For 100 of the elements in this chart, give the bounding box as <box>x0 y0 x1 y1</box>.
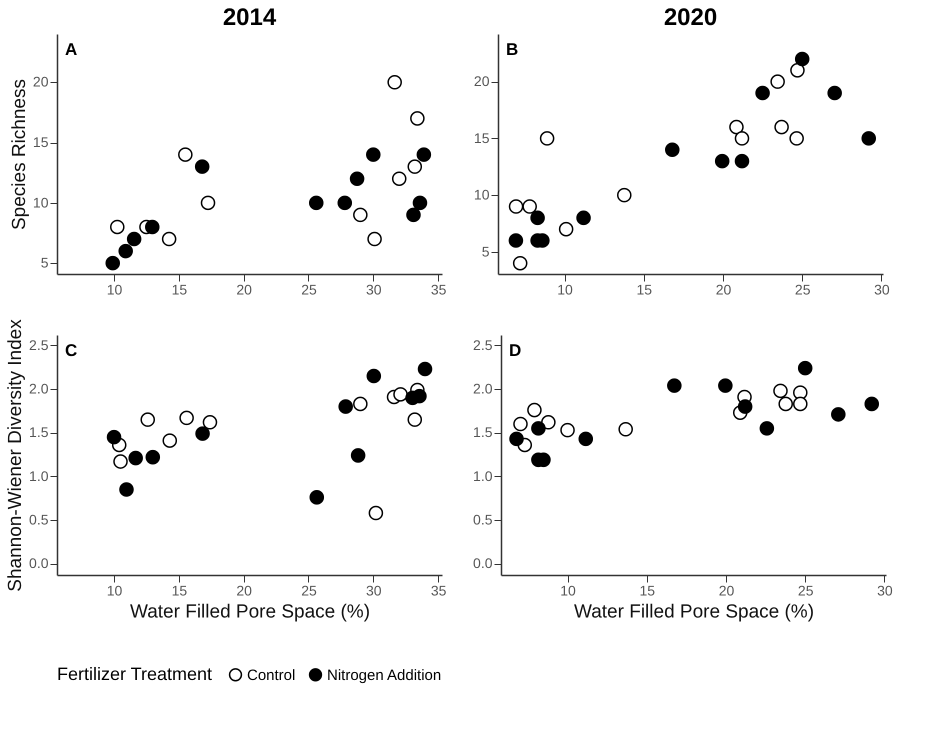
x-tick-label: 10 <box>557 282 574 298</box>
point <box>387 74 402 90</box>
x-tick-label: 20 <box>236 582 252 598</box>
x-tick-label: 25 <box>301 282 317 298</box>
legend-label: Control <box>247 666 296 684</box>
legend-label: Nitrogen Addition <box>327 666 442 684</box>
point <box>110 220 125 234</box>
y-tick-label: 2.0 <box>29 380 49 397</box>
y-tick-label: 0.0 <box>29 555 49 572</box>
point <box>734 131 750 146</box>
point <box>617 188 632 202</box>
x-tick-label: 10 <box>106 282 123 298</box>
point <box>408 412 422 427</box>
point <box>105 256 120 270</box>
x-tick-label: 15 <box>172 282 188 298</box>
y-tick-label: 15 <box>474 130 490 146</box>
point <box>618 422 633 437</box>
y-axis-title: Species Richness <box>8 78 30 230</box>
point <box>665 142 680 157</box>
point <box>793 396 808 412</box>
x-tick-label: 20 <box>718 582 734 598</box>
point <box>113 454 128 469</box>
point <box>558 222 574 236</box>
point <box>353 396 368 412</box>
x-tick-label: 15 <box>636 282 652 298</box>
point <box>350 171 364 186</box>
y-tick-label: 1.0 <box>473 468 493 484</box>
point <box>530 210 545 226</box>
y-tick-label: 20 <box>474 73 490 90</box>
point <box>418 362 432 376</box>
point <box>178 147 193 162</box>
y-tick-label: 0.5 <box>473 512 493 528</box>
point <box>531 421 546 436</box>
point <box>310 490 324 505</box>
point <box>667 378 682 393</box>
point <box>522 199 537 214</box>
point <box>790 63 805 78</box>
point <box>576 210 591 226</box>
point <box>200 196 216 210</box>
point <box>162 232 176 246</box>
point <box>774 120 789 134</box>
x-tick-label: 30 <box>366 582 382 598</box>
point <box>508 233 524 248</box>
point <box>338 196 352 210</box>
point <box>146 450 160 464</box>
point <box>126 232 142 246</box>
point <box>308 196 324 210</box>
point <box>366 368 382 384</box>
x-tick-label: 20 <box>236 282 252 298</box>
x-tick-label: 30 <box>874 282 890 298</box>
point <box>578 432 594 446</box>
x-tick-label: 25 <box>798 582 814 598</box>
point <box>412 196 428 210</box>
x-tick-label: 20 <box>716 282 732 298</box>
y-tick-label: 5 <box>482 243 490 260</box>
point <box>406 208 421 222</box>
point <box>560 422 575 438</box>
point <box>179 410 194 426</box>
point <box>118 244 133 258</box>
y-tick-label: 10 <box>32 194 49 210</box>
x-tick-label: 30 <box>877 582 893 598</box>
y-tick-label: 2.5 <box>473 336 493 353</box>
point <box>508 199 524 214</box>
y-tick-label: 1.5 <box>473 424 493 440</box>
point <box>794 52 810 66</box>
y-tick-label: 5 <box>40 254 49 271</box>
point <box>527 402 542 418</box>
chart-title: 2020 <box>664 4 718 31</box>
annotation: C <box>65 341 78 360</box>
point <box>827 86 842 100</box>
point <box>366 147 381 162</box>
x-tick-label: 35 <box>430 582 447 598</box>
chart-title: 2014 <box>222 4 277 31</box>
point <box>393 387 408 402</box>
point <box>864 396 880 412</box>
point <box>541 415 556 430</box>
point <box>729 120 744 134</box>
annotation: B <box>506 40 518 59</box>
point <box>861 131 876 146</box>
y-tick-label: 20 <box>32 74 49 90</box>
y-tick-label: 2.5 <box>29 336 49 353</box>
point <box>540 131 554 146</box>
y-tick-label: 1.5 <box>29 424 49 440</box>
point <box>140 412 156 427</box>
x-tick-label: 10 <box>106 582 123 598</box>
point <box>367 232 382 246</box>
point <box>773 384 788 398</box>
x-tick-label: 15 <box>639 582 656 598</box>
y-tick-label: 15 <box>32 134 49 150</box>
point <box>770 74 785 89</box>
x-axis-title: Water Filled Pore Space (%) <box>574 602 814 622</box>
point <box>734 154 750 168</box>
y-tick-label: 10 <box>474 186 490 203</box>
x-tick-label: 25 <box>794 282 811 298</box>
x-tick-label: 10 <box>560 582 576 598</box>
x-axis-title: Water Filled Pore Space (%) <box>130 602 370 622</box>
point <box>513 416 528 432</box>
point <box>412 388 427 404</box>
legend-title: Fertilizer Treatment <box>57 664 212 684</box>
point <box>831 407 846 422</box>
